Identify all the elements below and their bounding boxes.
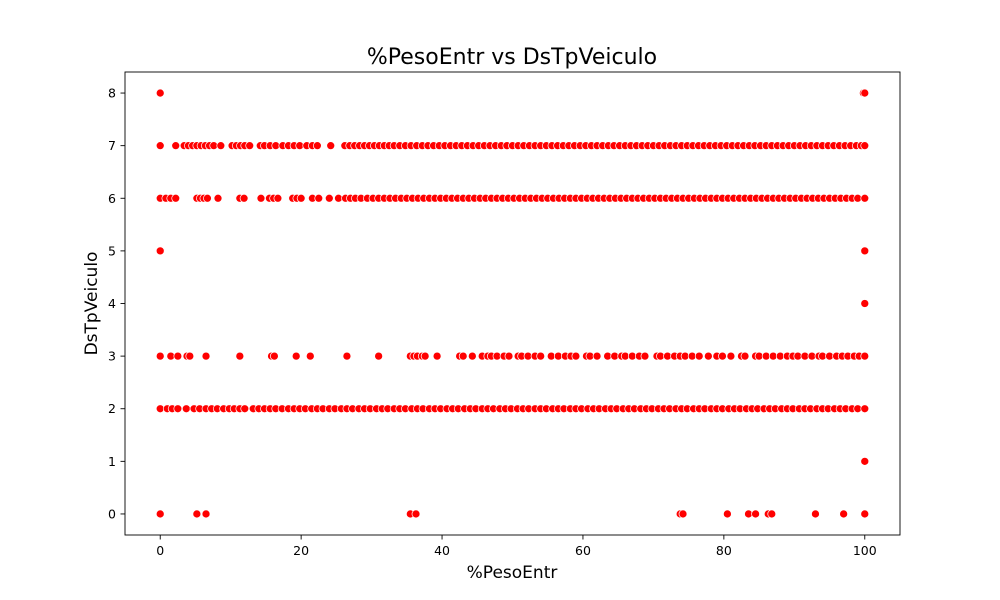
data-point (181, 404, 191, 414)
data-point (704, 351, 713, 361)
scatter-points (155, 88, 870, 519)
data-point (239, 193, 249, 203)
data-point (860, 404, 870, 414)
data-point (860, 246, 870, 256)
y-tick-label: 1 (108, 454, 116, 469)
chart-title: %PesoEntr vs DsTpVeiculo (367, 45, 657, 70)
data-point (860, 193, 870, 203)
data-point (314, 193, 324, 203)
data-point (324, 193, 334, 203)
x-tick-label: 60 (575, 543, 591, 558)
data-point (173, 404, 183, 414)
data-point (420, 351, 430, 361)
data-point (694, 351, 704, 361)
data-point (201, 509, 211, 519)
data-point (811, 509, 820, 519)
data-point (726, 351, 736, 361)
data-point (839, 509, 848, 519)
data-point (270, 351, 279, 361)
data-point (342, 351, 352, 361)
y-tick-label: 5 (108, 243, 116, 258)
data-point (718, 351, 727, 361)
data-point (240, 404, 250, 414)
data-point (235, 351, 245, 361)
data-point (860, 456, 870, 466)
data-point (860, 509, 870, 519)
y-tick-label: 7 (108, 138, 116, 153)
data-point (245, 141, 255, 151)
data-point (171, 193, 181, 203)
x-tick-label: 0 (156, 543, 164, 558)
x-tick-label: 20 (293, 543, 309, 558)
data-point (740, 351, 750, 361)
y-tick-label: 6 (108, 191, 116, 206)
data-point (312, 141, 322, 151)
data-point (723, 509, 732, 519)
data-point (467, 351, 477, 361)
data-point (458, 351, 468, 361)
x-tick-label: 100 (853, 543, 877, 558)
data-point (256, 193, 266, 203)
data-point (432, 351, 442, 361)
data-point (860, 141, 870, 151)
data-point (171, 141, 181, 151)
data-point (296, 193, 306, 203)
data-point (678, 509, 688, 519)
x-axis: 0 20 40 60 80 100 (156, 535, 877, 558)
data-point (155, 88, 165, 98)
data-point (192, 509, 202, 519)
data-point (213, 193, 223, 203)
data-point (751, 509, 760, 519)
data-point (536, 351, 546, 361)
x-tick-label: 80 (716, 543, 732, 558)
data-point (216, 141, 226, 151)
x-axis-label: %PesoEntr (467, 563, 558, 583)
data-point (640, 351, 650, 361)
data-point (411, 509, 421, 519)
y-axis-label: DsTpVeiculo (82, 252, 102, 356)
data-point (185, 351, 195, 361)
x-tick-label: 40 (434, 543, 450, 558)
data-point (203, 193, 212, 203)
data-point (173, 351, 183, 361)
data-point (571, 351, 581, 361)
y-tick-label: 8 (108, 86, 116, 101)
y-tick-label: 3 (108, 349, 116, 364)
data-point (860, 351, 870, 361)
y-axis: 0 1 2 3 4 5 6 7 8 (108, 86, 125, 521)
data-point (155, 351, 165, 361)
data-point (291, 351, 301, 361)
data-point (155, 509, 165, 519)
data-point (374, 351, 383, 361)
data-point (860, 88, 870, 98)
data-point (504, 351, 514, 361)
data-point (201, 351, 211, 361)
data-point (273, 193, 283, 203)
data-point (860, 299, 870, 308)
y-tick-label: 0 (108, 506, 116, 521)
data-point (305, 351, 315, 361)
data-point (592, 351, 602, 361)
data-point (155, 141, 165, 151)
data-point (326, 141, 336, 151)
data-point (767, 509, 777, 519)
y-tick-label: 2 (108, 401, 116, 416)
y-tick-label: 4 (108, 296, 116, 311)
data-point (155, 246, 165, 256)
